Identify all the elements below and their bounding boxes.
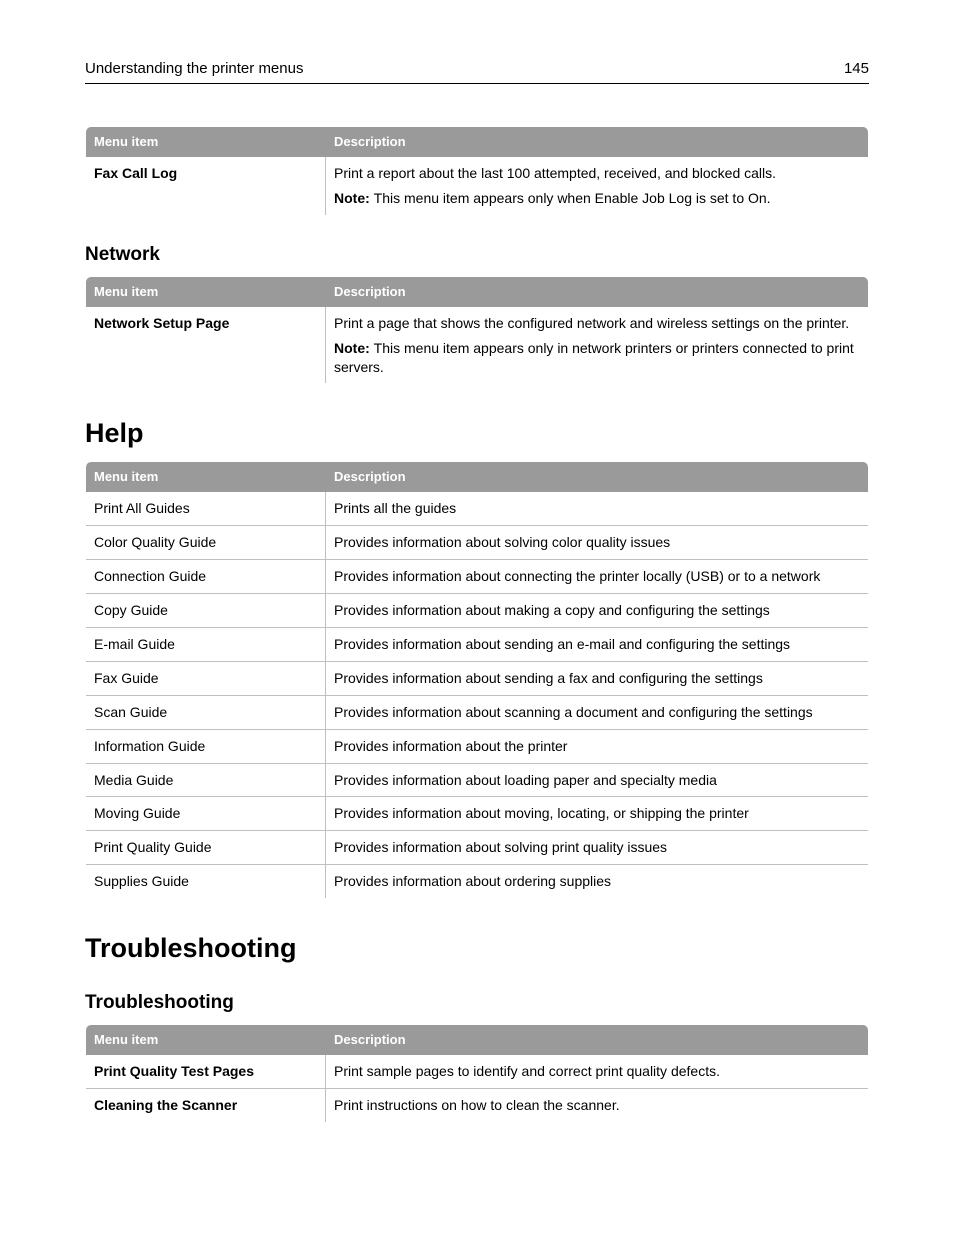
running-header: Understanding the printer menus 145 [85, 60, 869, 77]
menu-item-cell: E-mail Guide [86, 628, 326, 662]
col-menu-item: Menu item [86, 1025, 326, 1055]
header-title: Understanding the printer menus [85, 60, 303, 77]
col-menu-item: Menu item [86, 276, 326, 306]
menu-item-cell: Moving Guide [86, 797, 326, 831]
description-cell: Print sample pages to identify and corre… [326, 1055, 869, 1089]
description-cell: Provides information about sending an e-… [326, 628, 869, 662]
description-cell: Print instructions on how to clean the s… [326, 1089, 869, 1123]
troubleshooting-table: Menu item Description Print Quality Test… [85, 1024, 869, 1123]
table-row: Fax GuideProvides information about send… [86, 661, 869, 695]
description-cell: Provides information about sending a fax… [326, 661, 869, 695]
table-row: Print Quality Test PagesPrint sample pag… [86, 1055, 869, 1089]
menu-item-cell: Color Quality Guide [86, 526, 326, 560]
description-cell: Provides information about making a copy… [326, 594, 869, 628]
description-note: Note: This menu item appears only in net… [334, 339, 860, 377]
menu-item-cell: Print All Guides [86, 492, 326, 526]
page-number: 145 [844, 60, 869, 77]
table-row: Copy GuideProvides information about mak… [86, 594, 869, 628]
menu-item-cell: Fax Guide [86, 661, 326, 695]
troubleshooting-subheading: Troubleshooting [85, 992, 869, 1014]
note-text: This menu item appears only when Enable … [374, 190, 771, 206]
help-rows: Print All GuidesPrints all the guidesCol… [86, 492, 869, 899]
menu-item-cell: Connection Guide [86, 560, 326, 594]
description-cell: Print a page that shows the configured n… [326, 306, 869, 384]
menu-item-cell: Network Setup Page [86, 306, 326, 384]
menu-item-cell: Supplies Guide [86, 865, 326, 899]
fax-rows: Fax Call Log Print a report about the las… [86, 157, 869, 216]
table-row: Cleaning the ScannerPrint instructions o… [86, 1089, 869, 1123]
description-cell: Provides information about connecting th… [326, 560, 869, 594]
menu-item-cell: Information Guide [86, 729, 326, 763]
col-description: Description [326, 127, 869, 157]
table-row: Connection GuideProvides information abo… [86, 560, 869, 594]
table-row: Network Setup Page Print a page that show… [86, 306, 869, 384]
troubleshooting-heading: Troubleshooting [85, 933, 869, 964]
col-description: Description [326, 1025, 869, 1055]
description-cell: Provides information about ordering supp… [326, 865, 869, 899]
menu-item-cell: Print Quality Guide [86, 831, 326, 865]
description-cell: Provides information about solving print… [326, 831, 869, 865]
table-row: Print Quality GuideProvides information … [86, 831, 869, 865]
fax-table: Menu item Description Fax Call Log Print … [85, 126, 869, 216]
description-cell: Provides information about moving, locat… [326, 797, 869, 831]
note-label: Note: [334, 190, 374, 206]
col-description: Description [326, 276, 869, 306]
menu-item-cell: Media Guide [86, 763, 326, 797]
network-rows: Network Setup Page Print a page that show… [86, 306, 869, 384]
col-menu-item: Menu item [86, 127, 326, 157]
description-note: Note: This menu item appears only when E… [334, 189, 860, 208]
table-row: Media GuideProvides information about lo… [86, 763, 869, 797]
menu-item-cell: Scan Guide [86, 695, 326, 729]
description-cell: Print a report about the last 100 attemp… [326, 157, 869, 216]
note-label: Note: [334, 340, 374, 356]
table-row: Print All GuidesPrints all the guides [86, 492, 869, 526]
description-cell: Provides information about the printer [326, 729, 869, 763]
table-row: Color Quality GuideProvides information … [86, 526, 869, 560]
col-menu-item: Menu item [86, 462, 326, 492]
table-row: Fax Call Log Print a report about the las… [86, 157, 869, 216]
table-row: E-mail GuideProvides information about s… [86, 628, 869, 662]
network-table: Menu item Description Network Setup Page… [85, 276, 869, 385]
menu-item-cell: Cleaning the Scanner [86, 1089, 326, 1123]
description-cell: Provides information about solving color… [326, 526, 869, 560]
description-cell: Prints all the guides [326, 492, 869, 526]
note-text: This menu item appears only in network p… [334, 340, 854, 375]
menu-item-cell: Fax Call Log [86, 157, 326, 216]
description-text: Print a page that shows the configured n… [334, 314, 860, 333]
network-heading: Network [85, 244, 869, 266]
page: Understanding the printer menus 145 Menu… [0, 0, 954, 1235]
menu-item-cell: Copy Guide [86, 594, 326, 628]
description-cell: Provides information about loading paper… [326, 763, 869, 797]
description-text: Print a report about the last 100 attemp… [334, 164, 860, 183]
table-row: Scan GuideProvides information about sca… [86, 695, 869, 729]
col-description: Description [326, 462, 869, 492]
help-table: Menu item Description Print All GuidesPr… [85, 461, 869, 899]
table-row: Supplies GuideProvides information about… [86, 865, 869, 899]
header-rule [85, 83, 869, 84]
table-row: Information GuideProvides information ab… [86, 729, 869, 763]
help-heading: Help [85, 418, 869, 449]
troubleshooting-rows: Print Quality Test PagesPrint sample pag… [86, 1055, 869, 1123]
menu-item-cell: Print Quality Test Pages [86, 1055, 326, 1089]
description-cell: Provides information about scanning a do… [326, 695, 869, 729]
table-row: Moving GuideProvides information about m… [86, 797, 869, 831]
